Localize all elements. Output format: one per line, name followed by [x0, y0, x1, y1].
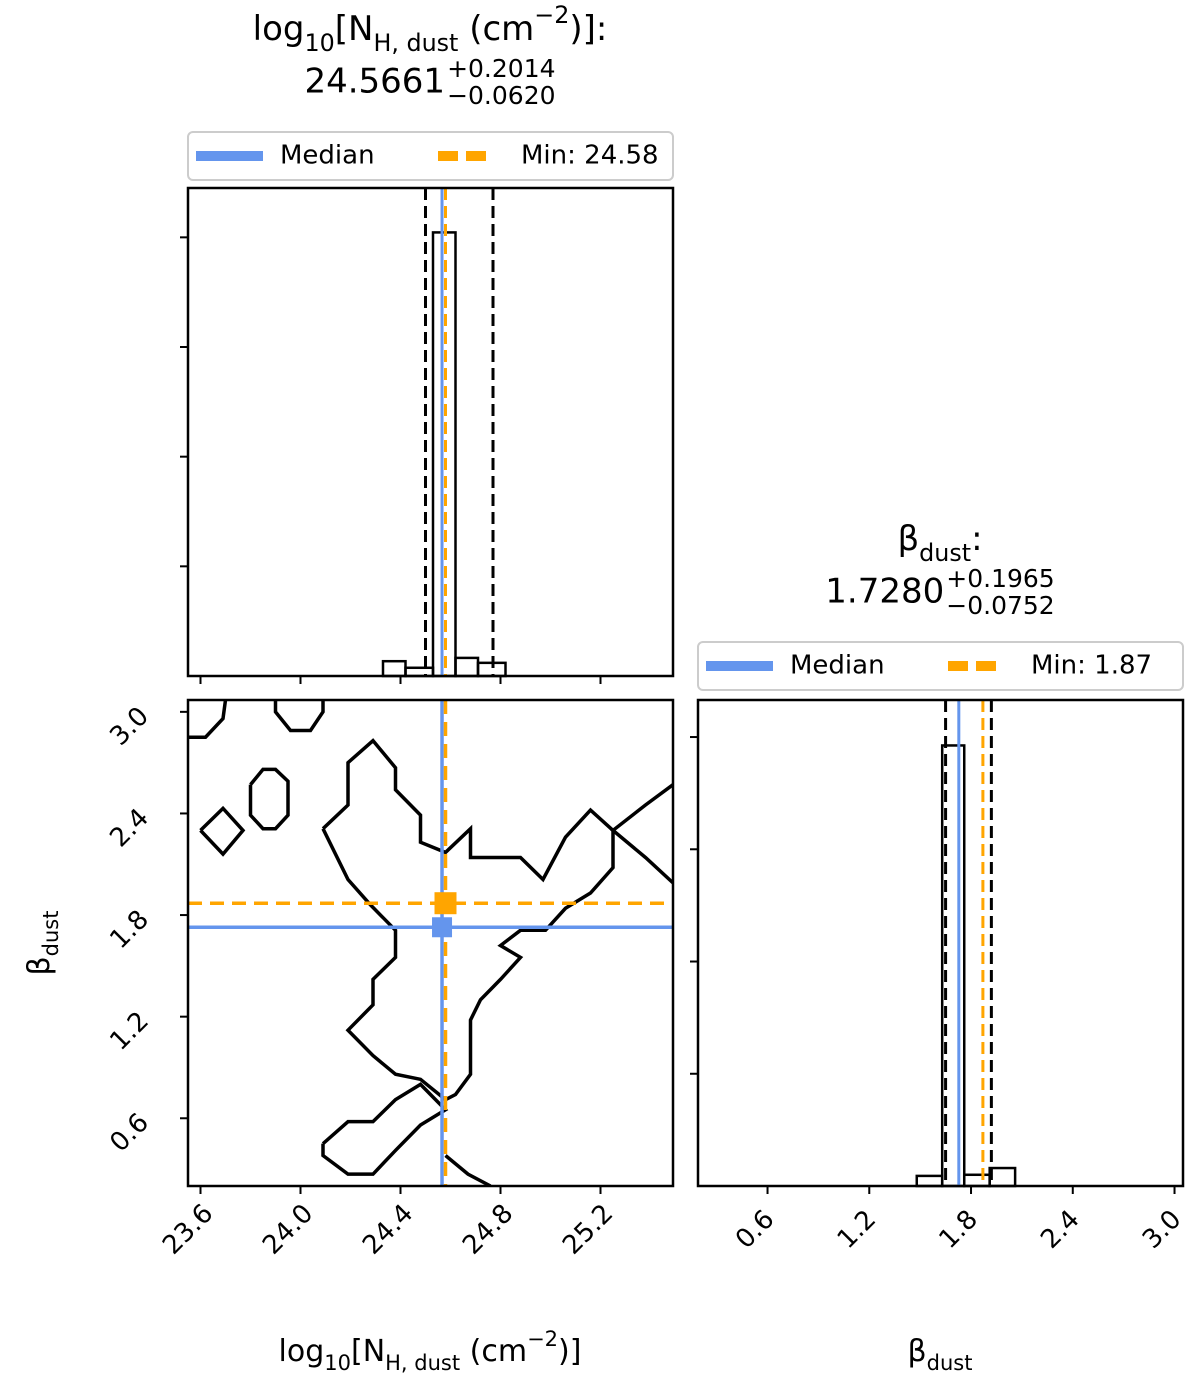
legend-label: Median [790, 651, 885, 681]
legend-label: Min: 1.87 [1031, 651, 1152, 681]
title-value: 1.7280 [825, 572, 944, 612]
title-value: 24.5661 [304, 62, 445, 102]
x-axis-label-part: H, dust [385, 1351, 460, 1375]
x-axis-label-part: dust [927, 1351, 973, 1375]
x-axis-label-part: −2 [527, 1327, 558, 1351]
x-axis-label: βdust [908, 1334, 973, 1376]
panel-title-part: [N [335, 9, 374, 49]
panel-title: βdust: [897, 519, 982, 567]
x-axis-label-part: β [908, 1334, 927, 1369]
frame [186, 186, 675, 678]
legend-box [187, 131, 674, 181]
panel-title-part: 10 [304, 29, 334, 57]
legend-box [697, 641, 1184, 691]
contour [321, 738, 615, 1102]
panel-title-part: )]: [569, 9, 607, 49]
title-err-minus: −0.0620 [447, 81, 555, 110]
x-axis-label-part: (cm [460, 1334, 527, 1369]
contour [321, 1082, 449, 1176]
panel-title-part: β [897, 519, 919, 559]
y-axis-label: βdust [22, 911, 64, 976]
panel-title-part: −2 [534, 1, 569, 29]
contour [273, 700, 325, 733]
plot-area [188, 700, 673, 1186]
contour [610, 783, 673, 885]
x-axis-label-part: [N [351, 1334, 385, 1369]
title-err-plus: +0.1965 [946, 564, 1054, 593]
x-axis-label: log10[NH, dust (cm−2)] [279, 1327, 582, 1375]
y-axis-label-part: β [22, 956, 57, 975]
panel-title-part: (cm [458, 9, 534, 49]
x-axis-label-part: 10 [324, 1351, 351, 1375]
panel-title-part: log [253, 9, 305, 49]
x-axis-label-part: )] [558, 1334, 581, 1369]
panel-title-part: dust [919, 539, 971, 567]
median-marker [432, 917, 453, 938]
title-err-minus: −0.0752 [946, 591, 1054, 620]
legend-label: Min: 24.58 [521, 141, 659, 171]
legend-label: Median [280, 141, 375, 171]
contour [199, 805, 246, 857]
x-axis-label-part: log [279, 1334, 325, 1369]
y-axis-label-part: dust [39, 911, 63, 957]
contour [188, 700, 228, 740]
panel-title: log10[NH, dust (cm−2)]: [253, 1, 608, 57]
frame [186, 698, 675, 1188]
title-err-plus: +0.2014 [447, 54, 555, 83]
contour [248, 767, 290, 831]
min-marker [434, 892, 457, 915]
contour [444, 1154, 492, 1186]
frame [696, 698, 1185, 1188]
panel-title-part: : [971, 519, 982, 559]
panel-title-part: H, dust [373, 29, 458, 57]
